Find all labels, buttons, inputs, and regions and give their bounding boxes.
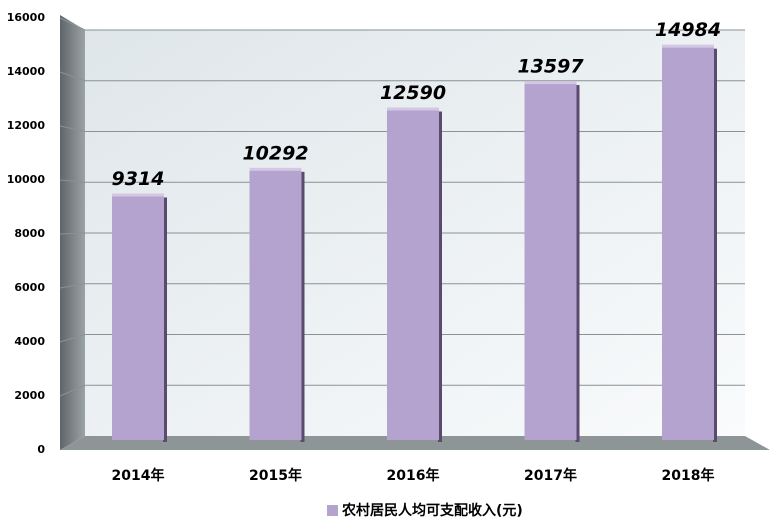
data-label: 14984 [655,19,721,41]
bar [662,46,714,441]
grid-line-side [59,283,86,289]
data-label: 13597 [517,56,584,78]
x-tick-label: 2016年 [387,467,440,484]
bar [112,195,164,440]
floor [60,436,770,450]
side-wall [60,15,85,450]
bar-top [662,44,714,48]
y-tick-label: 2000 [14,389,45,402]
bar-side [713,48,717,443]
bar-top [387,107,439,111]
bar-top [249,167,302,171]
bar-side [300,171,305,442]
data-label: 10292 [242,142,308,164]
data-label: 12590 [380,82,446,104]
y-tick-label: 6000 [14,281,45,294]
bar-side [575,85,580,443]
y-tick-label: 12000 [7,119,46,132]
y-tick-label: 16000 [7,11,46,24]
x-tick-label: 2017年 [524,467,577,484]
bar-top [112,193,164,197]
x-tick-label: 2015年 [249,467,302,484]
grid-line-side [59,232,86,235]
y-tick-label: 8000 [14,227,45,240]
data-label: 9314 [112,168,165,190]
y-tick-label: 10000 [7,173,46,186]
bar-side [163,197,167,442]
x-tick-label: 2014年 [112,467,165,484]
grid-line-side [59,17,86,31]
grid-line-side [59,334,86,343]
grid-line-side [59,71,86,82]
x-tick-label: 2018年 [662,467,715,484]
bar [387,109,439,440]
y-tick-label: 4000 [14,335,45,348]
grid-line-side [59,384,86,397]
bar [524,83,577,441]
legend-label: 农村居民人均可支配收入(元) [341,502,523,519]
bar-side [438,111,442,442]
bar [249,169,302,440]
grid-line-side [59,125,86,132]
y-tick-label: 14000 [7,65,46,78]
bar-top [524,81,577,85]
legend-swatch [327,505,338,516]
grid-line-side [59,179,86,183]
y-tick-label: 0 [37,443,45,456]
